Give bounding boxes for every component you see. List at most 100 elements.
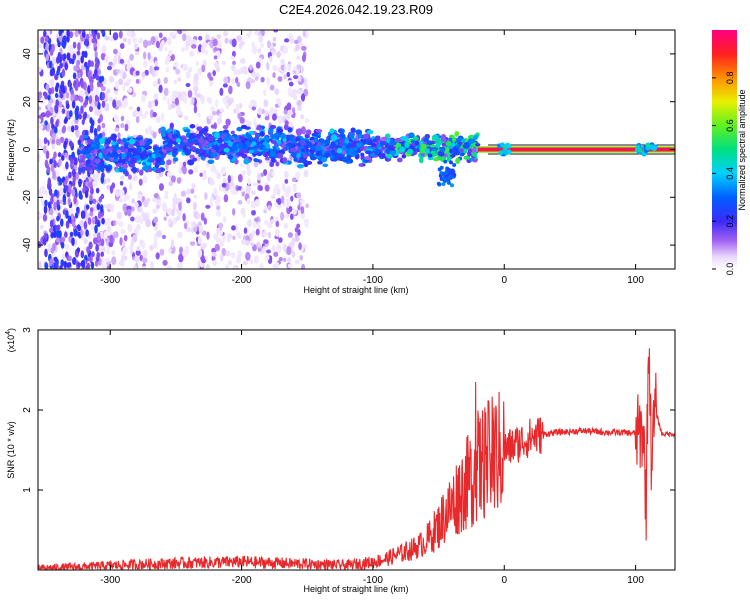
snr-panel: -300 -200 -100 0 100 123 Height of straight … bbox=[5, 327, 676, 594]
heatmap-band-cell bbox=[136, 147, 142, 153]
heatmap-noise-cell bbox=[78, 113, 82, 120]
heatmap-noise-cell bbox=[250, 79, 256, 84]
heatmap-noise-cell bbox=[95, 61, 100, 68]
heatmap-noise-cell bbox=[251, 41, 256, 48]
heatmap-band-cell bbox=[219, 143, 225, 150]
heatmap-noise-cell bbox=[283, 257, 287, 262]
heatmap-noise-cell bbox=[216, 49, 221, 59]
heatmap-noise-cell bbox=[168, 50, 173, 57]
heatmap-noise-cell bbox=[88, 95, 93, 104]
heatmap-noise-cell bbox=[70, 88, 74, 97]
heatmap-noise-cell bbox=[284, 170, 289, 179]
heatmap-noise-cell bbox=[127, 223, 133, 233]
heatmap-noise-cell bbox=[122, 203, 128, 213]
heatmap-noise-cell bbox=[49, 106, 54, 114]
heatmap-noise-cell bbox=[222, 215, 227, 223]
heatmap-noise-cell bbox=[83, 238, 88, 244]
heatmap-noise-cell bbox=[251, 230, 256, 238]
heatmap-noise-cell bbox=[120, 254, 125, 263]
heatmap-noise-cell bbox=[51, 123, 55, 129]
heatmap-noise-cell bbox=[89, 255, 93, 264]
heatmap-noise-cell bbox=[89, 128, 94, 134]
heatmap-noise-cell bbox=[68, 81, 73, 89]
heatmap-noise-cell bbox=[246, 198, 251, 205]
heatmap-band-cell bbox=[350, 127, 356, 133]
heatmap-noise-cell bbox=[288, 122, 294, 128]
heatmap-noise-cell bbox=[185, 227, 192, 233]
heatmap-noise-cell bbox=[285, 200, 291, 209]
heatmap-noise-cell bbox=[295, 44, 300, 51]
heatmap-carrier-core bbox=[477, 148, 675, 151]
heatmap-noise-cell bbox=[142, 212, 146, 219]
heatmap-noise-cell bbox=[195, 93, 202, 98]
heatmap-noise-cell bbox=[275, 97, 280, 104]
heatmap-noise-cell bbox=[255, 61, 261, 69]
heatmap-band-cell bbox=[264, 152, 269, 158]
heatmap-band-cell bbox=[259, 131, 265, 137]
heatmap-noise-cell bbox=[57, 138, 62, 146]
heatmap-noise-cell bbox=[80, 105, 84, 115]
heatmap-marks bbox=[38, 30, 675, 269]
heatmap-noise-cell bbox=[186, 188, 191, 196]
heatmap-band-cell bbox=[105, 166, 111, 172]
heatmap-band-cell bbox=[452, 172, 457, 177]
heatmap-band-cell bbox=[124, 156, 129, 161]
heatmap-band-cell bbox=[271, 156, 276, 163]
heatmap-band-cell bbox=[437, 182, 442, 187]
heatmap-noise-cell bbox=[144, 69, 149, 76]
heatmap-band-cell bbox=[198, 142, 203, 149]
heatmap-noise-cell bbox=[237, 199, 243, 205]
heatmap-noise-cell bbox=[225, 250, 231, 257]
heatmap-band-cell bbox=[381, 153, 386, 159]
heatmap-noise-cell bbox=[97, 124, 101, 132]
heatmap-noise-cell bbox=[127, 58, 131, 67]
heatmap-noise-cell bbox=[69, 110, 73, 118]
heatmap-noise-cell bbox=[253, 30, 260, 36]
heatmap-band-cell bbox=[131, 167, 138, 173]
heatmap-noise-cell bbox=[70, 125, 75, 133]
heatmap-noise-cell bbox=[287, 232, 294, 238]
heatmap-band-cell bbox=[445, 173, 450, 178]
heatmap-noise-cell bbox=[249, 64, 253, 71]
heatmap-noise-cell bbox=[122, 246, 128, 255]
heatmap-noise-cell bbox=[40, 97, 46, 105]
heatmap-noise-cell bbox=[182, 249, 188, 258]
heatmap-band-cell bbox=[315, 150, 322, 157]
heatmap-band-cell bbox=[189, 133, 195, 140]
heatmap-bump-cell bbox=[502, 148, 508, 154]
heatmap-noise-cell bbox=[170, 245, 176, 255]
heatmap-noise-cell bbox=[113, 231, 119, 239]
heatmap-noise-cell bbox=[211, 251, 217, 257]
heatmap-noise-cell bbox=[80, 55, 84, 64]
heatmap-band-cell bbox=[315, 129, 323, 133]
heatmap-band-cell bbox=[471, 152, 477, 157]
snr-x-tick-label: 100 bbox=[627, 575, 644, 586]
heatmap-band-cell bbox=[184, 149, 191, 156]
heatmap-noise-cell bbox=[216, 205, 221, 211]
heatmap-noise-cell bbox=[178, 253, 184, 263]
heatmap-band-cell bbox=[124, 170, 129, 177]
heatmap-noise-cell bbox=[87, 70, 92, 77]
heatmap-noise-cell bbox=[85, 181, 89, 187]
heatmap-noise-cell bbox=[193, 105, 198, 114]
heatmap-noise-cell bbox=[242, 65, 248, 75]
heatmap-noise-cell bbox=[66, 191, 71, 198]
heatmap-noise-cell bbox=[199, 94, 205, 102]
heatmap-noise-cell bbox=[239, 66, 244, 75]
heatmap-noise-cell bbox=[79, 96, 84, 103]
heatmap-noise-cell bbox=[108, 96, 114, 102]
heatmap-noise-cell bbox=[251, 190, 256, 195]
heatmap-noise-cell bbox=[82, 187, 86, 194]
heatmap-noise-cell bbox=[195, 155, 201, 162]
heatmap-band-cell bbox=[329, 128, 335, 134]
heatmap-noise-cell bbox=[120, 228, 126, 235]
heatmap-y-tick-label: -40 bbox=[22, 237, 33, 252]
heatmap-band-cell bbox=[84, 146, 89, 150]
heatmap-band-cell bbox=[349, 133, 355, 140]
heatmap-noise-cell bbox=[245, 81, 251, 90]
heatmap-noise-cell bbox=[263, 169, 268, 176]
heatmap-band-cell bbox=[406, 148, 414, 155]
heatmap-noise-cell bbox=[272, 187, 277, 196]
heatmap-noise-cell bbox=[106, 225, 112, 234]
heatmap-noise-cell bbox=[291, 88, 298, 97]
